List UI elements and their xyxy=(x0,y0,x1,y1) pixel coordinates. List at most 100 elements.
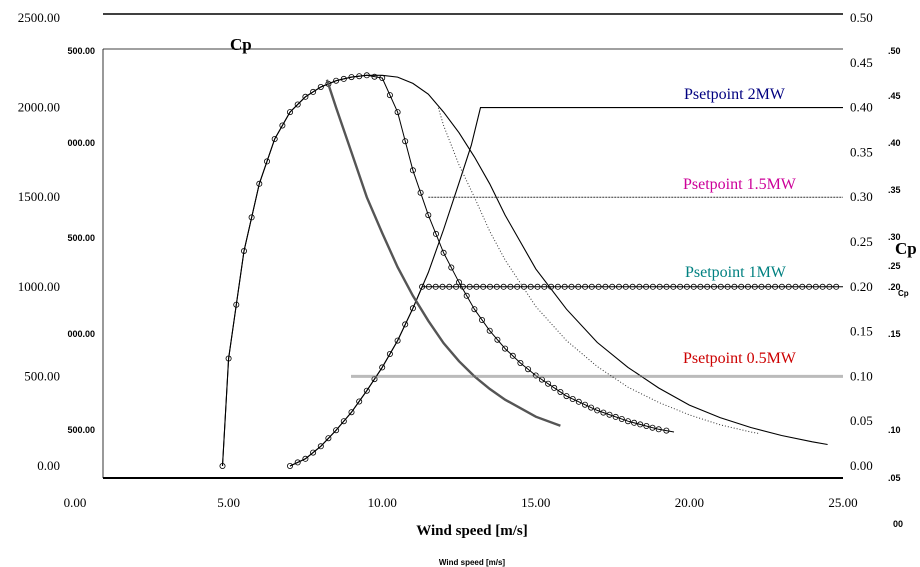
ghost-left-tick-label: 500.00 xyxy=(67,425,95,435)
series-marker xyxy=(386,92,393,99)
series-marker xyxy=(525,366,532,373)
series-marker xyxy=(569,395,576,402)
series-marker xyxy=(333,427,340,434)
series-marker xyxy=(348,74,355,81)
series-marker xyxy=(432,230,439,237)
series-marker xyxy=(600,409,607,416)
series-marker xyxy=(302,93,309,100)
series-marker xyxy=(548,283,555,290)
series-marker xyxy=(325,435,332,442)
x-tick-label: 20.00 xyxy=(675,495,704,510)
series-marker xyxy=(594,407,601,414)
series-marker xyxy=(606,411,613,418)
series-cp-line-psetpoint-1-5mw xyxy=(437,104,761,435)
series-marker xyxy=(575,398,582,405)
series-marker xyxy=(486,283,493,290)
series-marker xyxy=(655,426,662,433)
series-marker xyxy=(473,283,480,290)
series-marker xyxy=(704,283,711,290)
series-marker xyxy=(826,283,833,290)
series-marker xyxy=(386,350,393,357)
series-marker xyxy=(459,283,466,290)
series-marker xyxy=(541,283,548,290)
series-marker xyxy=(493,283,500,290)
legend-label-1-5mw: Psetpoint 1.5MW xyxy=(683,176,797,193)
series-cp-line-psetpoint-0-5mw xyxy=(325,79,561,427)
y-left-tick-label: 1000.00 xyxy=(18,279,60,294)
series-marker xyxy=(340,75,347,82)
series-marker xyxy=(711,283,718,290)
series-marker xyxy=(751,283,758,290)
series-marker xyxy=(240,247,247,254)
series-marker xyxy=(717,283,724,290)
series xyxy=(219,72,843,469)
series-marker xyxy=(379,75,386,82)
series-marker xyxy=(494,336,501,343)
series-marker xyxy=(233,301,240,308)
ghost-right-tick-label: .35 xyxy=(888,185,901,195)
series-marker xyxy=(310,88,317,95)
series-marker xyxy=(500,283,507,290)
series-marker xyxy=(310,449,317,456)
series-marker xyxy=(219,462,226,469)
series-marker xyxy=(582,401,589,408)
y-right-tick-label: 0.30 xyxy=(850,189,873,204)
series-marker xyxy=(609,283,616,290)
series-marker xyxy=(663,427,670,434)
ghost-right-tick-label: .40 xyxy=(888,138,901,148)
series-marker xyxy=(425,212,432,219)
series-marker xyxy=(799,283,806,290)
series-marker xyxy=(371,73,378,80)
series-marker xyxy=(724,283,731,290)
series-marker xyxy=(670,283,677,290)
series-marker xyxy=(448,264,455,271)
series-marker xyxy=(248,214,255,221)
series-marker xyxy=(455,279,462,286)
series-marker xyxy=(785,283,792,290)
series-marker xyxy=(778,283,785,290)
series-marker xyxy=(302,455,309,462)
ghost-right-tick-label: .20 xyxy=(888,282,901,292)
series-marker xyxy=(379,364,386,371)
y-right-tick-label: 0.25 xyxy=(850,234,873,249)
series-marker xyxy=(758,283,765,290)
series-marker xyxy=(340,418,347,425)
x-axis-title-ghost: Wind speed [m/s] xyxy=(439,558,505,567)
series-marker xyxy=(271,135,278,142)
series-marker xyxy=(738,283,745,290)
series-marker xyxy=(294,101,301,108)
series-marker xyxy=(561,283,568,290)
series-marker xyxy=(480,283,487,290)
series-marker xyxy=(263,158,270,165)
series-marker xyxy=(656,283,663,290)
series-marker xyxy=(502,345,509,352)
cp-axis-title-small: Cp xyxy=(898,289,909,298)
y-right-tick-label: 0.10 xyxy=(850,368,873,383)
series-marker xyxy=(631,419,638,426)
ghost-right-tick-label: .05 xyxy=(888,473,901,483)
series-marker xyxy=(806,283,813,290)
x-tick-label: 10.00 xyxy=(368,495,397,510)
series-marker xyxy=(425,283,432,290)
series-marker xyxy=(402,321,409,328)
series-marker xyxy=(697,283,704,290)
series-marker xyxy=(595,283,602,290)
series-marker xyxy=(663,283,670,290)
series-marker xyxy=(348,409,355,416)
y-right-tick-label: 0.20 xyxy=(850,279,873,294)
ghost-right-tick-label: .15 xyxy=(888,329,901,339)
ghost-left-tick-label: 000.00 xyxy=(67,138,95,148)
legend-label-1mw: Psetpoint 1MW xyxy=(685,264,787,281)
series-marker xyxy=(466,283,473,290)
series-marker xyxy=(317,84,324,91)
series-marker xyxy=(417,189,424,196)
series-marker xyxy=(557,388,564,395)
series-marker xyxy=(432,283,439,290)
x-tick-label: 5.00 xyxy=(217,495,240,510)
ghost-right-tick-label: .25 xyxy=(888,261,901,271)
series-marker xyxy=(517,359,524,366)
series-marker xyxy=(618,415,625,422)
series-marker xyxy=(409,167,416,174)
y-right-tick-label: 0.05 xyxy=(850,413,873,428)
